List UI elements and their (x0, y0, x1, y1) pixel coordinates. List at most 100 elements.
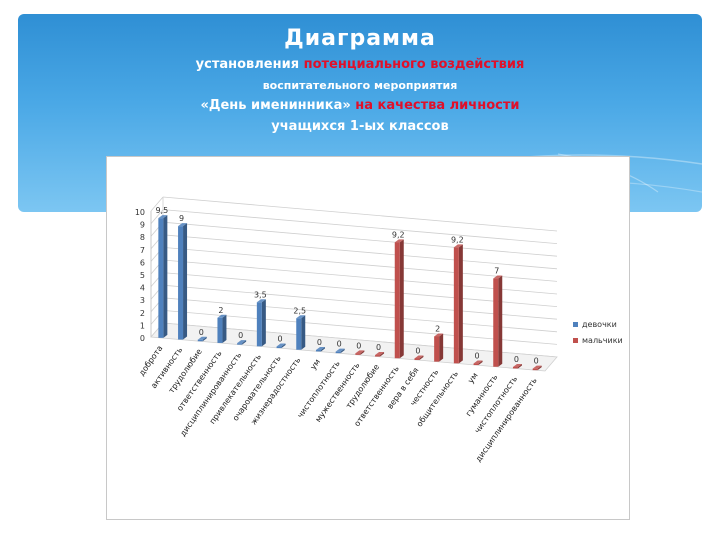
bar-side (360, 350, 365, 355)
side-gridline (150, 196, 164, 212)
data-label: 7 (494, 267, 499, 276)
data-label: 0 (278, 335, 283, 344)
bar-side (242, 340, 247, 345)
data-label: 0 (514, 355, 519, 364)
bar-side (478, 360, 483, 366)
bar (493, 278, 499, 367)
legend-label: мальчики (582, 336, 623, 345)
y-tick-label: 5 (140, 271, 145, 280)
chart-legend: девочки мальчики (573, 320, 623, 345)
data-label: 0 (238, 331, 243, 340)
subtitle-line-4: учащихся 1-ых классов (271, 119, 449, 134)
y-tick-label: 6 (140, 258, 145, 267)
data-label: 0 (317, 338, 322, 347)
chart-frame: 0 1 2 3 4 5 6 7 8 9 10 9,5 9 0 2 0 3,5 0 2,5 0 0 0 0 9,2 0 2 9,2 0… (106, 156, 630, 520)
bar-side (517, 363, 522, 369)
bar-top (355, 350, 365, 354)
subtitle-line-1-highlight: потенциального воздействия (303, 57, 525, 72)
subtitle-line-2: воспитательного мероприятия (262, 79, 458, 92)
data-label: 9,2 (392, 230, 405, 239)
bar-side (320, 346, 325, 352)
subtitle-line-1-plain: установления (195, 57, 304, 72)
page-title: Диаграмма (284, 26, 436, 51)
y-tick-label: 1 (140, 321, 145, 330)
y-tick-label: 0 (140, 334, 145, 343)
bar (355, 353, 361, 355)
y-tick-label: 9 (140, 221, 145, 230)
bar (512, 366, 518, 369)
bar (453, 247, 459, 364)
back-gridline (162, 221, 558, 257)
back-gridline (162, 234, 558, 270)
bar-side (419, 355, 424, 360)
bar (178, 226, 184, 340)
bar-side (498, 275, 503, 367)
bar (237, 343, 243, 345)
y-tick-label: 10 (135, 208, 145, 217)
bar-top (414, 355, 424, 359)
bar-top (493, 275, 503, 279)
bar-side (222, 314, 227, 343)
data-label: 0 (337, 340, 342, 349)
data-label: 9 (179, 214, 184, 223)
bar-top (434, 333, 444, 337)
bar-top (512, 363, 522, 367)
bar-top (453, 244, 463, 248)
bar-side (537, 365, 542, 371)
bar-side (399, 239, 404, 359)
data-label: 2 (218, 306, 223, 315)
bar-side (163, 215, 168, 338)
subtitle-line-3-highlight: на качества личности (355, 98, 520, 113)
x-tick-label: ум (309, 357, 323, 371)
bar-top (473, 360, 483, 364)
title-block: Диаграмма установления потенциального во… (0, 14, 720, 134)
data-label: 2,5 (293, 306, 306, 315)
data-label: 0 (415, 346, 420, 355)
bar (473, 363, 479, 366)
bar-top (158, 215, 168, 219)
bar (256, 302, 262, 347)
back-gridline (162, 297, 558, 333)
y-tick-label: 3 (140, 296, 145, 305)
bar-side (380, 352, 385, 357)
bar-chart: 0 1 2 3 4 5 6 7 8 9 10 9,5 9 0 2 0 3,5 0 2,5 0 0 0 0 9,2 0 2 9,2 0… (135, 196, 623, 464)
subtitle-line-3-plain: «День именинника» (200, 98, 356, 113)
x-tick-label: ум (466, 371, 480, 385)
data-label: 2 (435, 324, 440, 333)
bar (217, 317, 223, 343)
bar-side (458, 244, 463, 364)
bar-top (394, 239, 404, 243)
data-label: 9,2 (451, 235, 464, 244)
data-label: 0 (475, 352, 480, 361)
bar-side (202, 336, 207, 342)
data-label: 0 (199, 328, 204, 337)
bar-side (439, 333, 444, 362)
bar-side (183, 223, 188, 340)
data-labels: 9,5 9 0 2 0 3,5 0 2,5 0 0 0 0 9,2 0 2 9,2 0 7 0 0 (155, 206, 538, 366)
bar-top (335, 348, 345, 352)
legend-swatch (573, 338, 578, 343)
subtitle-line-1: установления потенциального воздействия (0, 57, 720, 72)
bar-top (276, 343, 286, 347)
legend-label: девочки (582, 320, 617, 329)
bar-side (281, 343, 286, 349)
back-gridline (162, 284, 558, 320)
bar-top (237, 340, 247, 344)
bar (434, 336, 440, 362)
bar (375, 355, 381, 357)
bar (197, 339, 203, 342)
legend-swatch (573, 322, 578, 327)
data-label: 0 (534, 357, 539, 366)
bars (158, 215, 542, 371)
bar-top (296, 315, 306, 319)
bar-top (315, 346, 325, 350)
data-label: 0 (376, 343, 381, 352)
bar-top (197, 336, 207, 340)
bar-side (301, 315, 306, 350)
bar-side (340, 348, 345, 354)
bar-top (217, 314, 227, 318)
bar-top (375, 352, 385, 356)
back-gridline (162, 196, 558, 232)
bar (276, 346, 282, 349)
bar-side (261, 299, 266, 347)
